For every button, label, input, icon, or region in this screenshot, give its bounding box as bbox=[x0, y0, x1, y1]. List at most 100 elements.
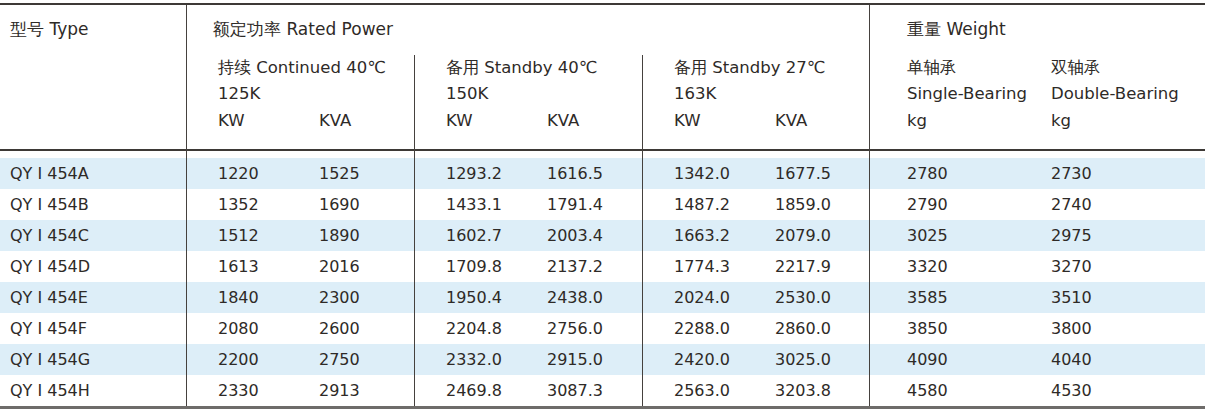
header-separator-rule bbox=[0, 149, 1205, 151]
double-bearing-weight-cell: 3270 bbox=[1051, 251, 1092, 282]
standby40-kw-cell: 1950.4 bbox=[446, 282, 502, 313]
divider-standby40-standby27 bbox=[642, 55, 643, 406]
standby27-kva-cell: 1859.0 bbox=[775, 189, 831, 220]
model-cell: QY Ⅰ 454A bbox=[10, 158, 89, 189]
continued-kw-cell: 1613 bbox=[218, 251, 259, 282]
double-bearing-weight-cell: 3800 bbox=[1051, 313, 1092, 344]
continued-kw-cell: 2330 bbox=[218, 375, 259, 406]
column-header-weight: 重量 Weight bbox=[907, 18, 1006, 41]
spec-table-page: 型号 Type 额定功率 Rated Power 重量 Weight 持续 Co… bbox=[0, 0, 1205, 419]
table-row: QY Ⅰ 454B 1352 1690 1433.1 1791.4 1487.2… bbox=[0, 189, 1205, 220]
standby27-kva-cell: 2530.0 bbox=[775, 282, 831, 313]
group-condition-label: 备用 Standby 40℃ bbox=[446, 57, 597, 79]
weight-unit-label: kg bbox=[1051, 111, 1071, 130]
continued-kw-cell: 1840 bbox=[218, 282, 259, 313]
double-bearing-weight-cell: 2740 bbox=[1051, 189, 1092, 220]
standby27-kw-cell: 1663.2 bbox=[674, 220, 730, 251]
model-cell: QY Ⅰ 454H bbox=[10, 375, 90, 406]
model-cell: QY Ⅰ 454G bbox=[10, 344, 90, 375]
continued-kw-cell: 1220 bbox=[218, 158, 259, 189]
weight-cn-label: 单轴承 bbox=[907, 57, 957, 79]
single-bearing-weight-cell: 3320 bbox=[907, 251, 948, 282]
standby40-kw-cell: 1602.7 bbox=[446, 220, 502, 251]
group-insulation-class: 125K bbox=[218, 84, 260, 103]
model-cell: QY Ⅰ 454B bbox=[10, 189, 89, 220]
standby27-kw-cell: 1487.2 bbox=[674, 189, 730, 220]
continued-kva-cell: 2750 bbox=[319, 344, 360, 375]
standby40-kw-cell: 2469.8 bbox=[446, 375, 502, 406]
continued-kva-cell: 2600 bbox=[319, 313, 360, 344]
double-bearing-weight-cell: 2730 bbox=[1051, 158, 1092, 189]
group-insulation-class: 163K bbox=[674, 84, 716, 103]
single-bearing-weight-cell: 2790 bbox=[907, 189, 948, 220]
column-header-rated-power: 额定功率 Rated Power bbox=[213, 18, 393, 41]
standby27-kva-cell: 1677.5 bbox=[775, 158, 831, 189]
table-row: QY Ⅰ 454D 1613 2016 1709.8 2137.2 1774.3… bbox=[0, 251, 1205, 282]
standby40-kw-cell: 1293.2 bbox=[446, 158, 502, 189]
standby27-kw-cell: 1774.3 bbox=[674, 251, 730, 282]
single-bearing-weight-cell: 4580 bbox=[907, 375, 948, 406]
single-bearing-weight-cell: 2780 bbox=[907, 158, 948, 189]
standby40-kw-cell: 1433.1 bbox=[446, 189, 502, 220]
double-bearing-weight-cell: 4040 bbox=[1051, 344, 1092, 375]
standby40-kva-cell: 2756.0 bbox=[547, 313, 603, 344]
standby40-kva-cell: 1791.4 bbox=[547, 189, 603, 220]
standby40-kva-cell: 1616.5 bbox=[547, 158, 603, 189]
unit-kw-label: KW bbox=[218, 111, 245, 130]
standby27-kva-cell: 2079.0 bbox=[775, 220, 831, 251]
single-bearing-weight-cell: 3025 bbox=[907, 220, 948, 251]
single-bearing-weight-cell: 4090 bbox=[907, 344, 948, 375]
unit-kva-label: KVA bbox=[319, 111, 351, 130]
group-condition-label: 持续 Continued 40℃ bbox=[218, 57, 386, 79]
standby40-kw-cell: 1709.8 bbox=[446, 251, 502, 282]
standby40-kva-cell: 2003.4 bbox=[547, 220, 603, 251]
group-insulation-class: 150K bbox=[446, 84, 488, 103]
standby40-kw-cell: 2204.8 bbox=[446, 313, 502, 344]
table-row: QY Ⅰ 454F 2080 2600 2204.8 2756.0 2288.0… bbox=[0, 313, 1205, 344]
divider-power-weight bbox=[869, 5, 870, 406]
column-header-type: 型号 Type bbox=[10, 18, 88, 41]
model-cell: QY Ⅰ 454D bbox=[10, 251, 90, 282]
standby27-kva-cell: 2860.0 bbox=[775, 313, 831, 344]
double-bearing-weight-cell: 2975 bbox=[1051, 220, 1092, 251]
standby27-kva-cell: 2217.9 bbox=[775, 251, 831, 282]
unit-kva-label: KVA bbox=[775, 111, 807, 130]
standby40-kva-cell: 2137.2 bbox=[547, 251, 603, 282]
bottom-border-rule bbox=[0, 406, 1205, 409]
standby27-kva-cell: 3203.8 bbox=[775, 375, 831, 406]
single-bearing-weight-cell: 3850 bbox=[907, 313, 948, 344]
group-condition-label: 备用 Standby 27℃ bbox=[674, 57, 825, 79]
weight-en-label: Single-Bearing bbox=[907, 84, 1027, 103]
standby27-kw-cell: 2024.0 bbox=[674, 282, 730, 313]
double-bearing-weight-cell: 3510 bbox=[1051, 282, 1092, 313]
continued-kva-cell: 2300 bbox=[319, 282, 360, 313]
standby27-kw-cell: 2288.0 bbox=[674, 313, 730, 344]
divider-type-power bbox=[186, 5, 187, 406]
continued-kva-cell: 1525 bbox=[319, 158, 360, 189]
single-bearing-weight-cell: 3585 bbox=[907, 282, 948, 313]
standby40-kva-cell: 2915.0 bbox=[547, 344, 603, 375]
divider-continued-standby40 bbox=[414, 55, 415, 406]
top-border-rule bbox=[0, 3, 1205, 5]
table-row: QY Ⅰ 454G 2200 2750 2332.0 2915.0 2420.0… bbox=[0, 344, 1205, 375]
continued-kva-cell: 2016 bbox=[319, 251, 360, 282]
table-row: QY Ⅰ 454A 1220 1525 1293.2 1616.5 1342.0… bbox=[0, 158, 1205, 189]
table-row: QY Ⅰ 454E 1840 2300 1950.4 2438.0 2024.0… bbox=[0, 282, 1205, 313]
continued-kw-cell: 2080 bbox=[218, 313, 259, 344]
model-cell: QY Ⅰ 454C bbox=[10, 220, 89, 251]
standby27-kva-cell: 3025.0 bbox=[775, 344, 831, 375]
model-cell: QY Ⅰ 454E bbox=[10, 282, 88, 313]
double-bearing-weight-cell: 4530 bbox=[1051, 375, 1092, 406]
continued-kva-cell: 2913 bbox=[319, 375, 360, 406]
unit-kva-label: KVA bbox=[547, 111, 579, 130]
weight-unit-label: kg bbox=[907, 111, 927, 130]
standby27-kw-cell: 2420.0 bbox=[674, 344, 730, 375]
table-body: QY Ⅰ 454A 1220 1525 1293.2 1616.5 1342.0… bbox=[0, 158, 1205, 406]
standby40-kva-cell: 3087.3 bbox=[547, 375, 603, 406]
continued-kw-cell: 2200 bbox=[218, 344, 259, 375]
weight-en-label: Double-Bearing bbox=[1051, 84, 1179, 103]
standby27-kw-cell: 2563.0 bbox=[674, 375, 730, 406]
continued-kva-cell: 1890 bbox=[319, 220, 360, 251]
table-row: QY Ⅰ 454H 2330 2913 2469.8 3087.3 2563.0… bbox=[0, 375, 1205, 406]
standby27-kw-cell: 1342.0 bbox=[674, 158, 730, 189]
